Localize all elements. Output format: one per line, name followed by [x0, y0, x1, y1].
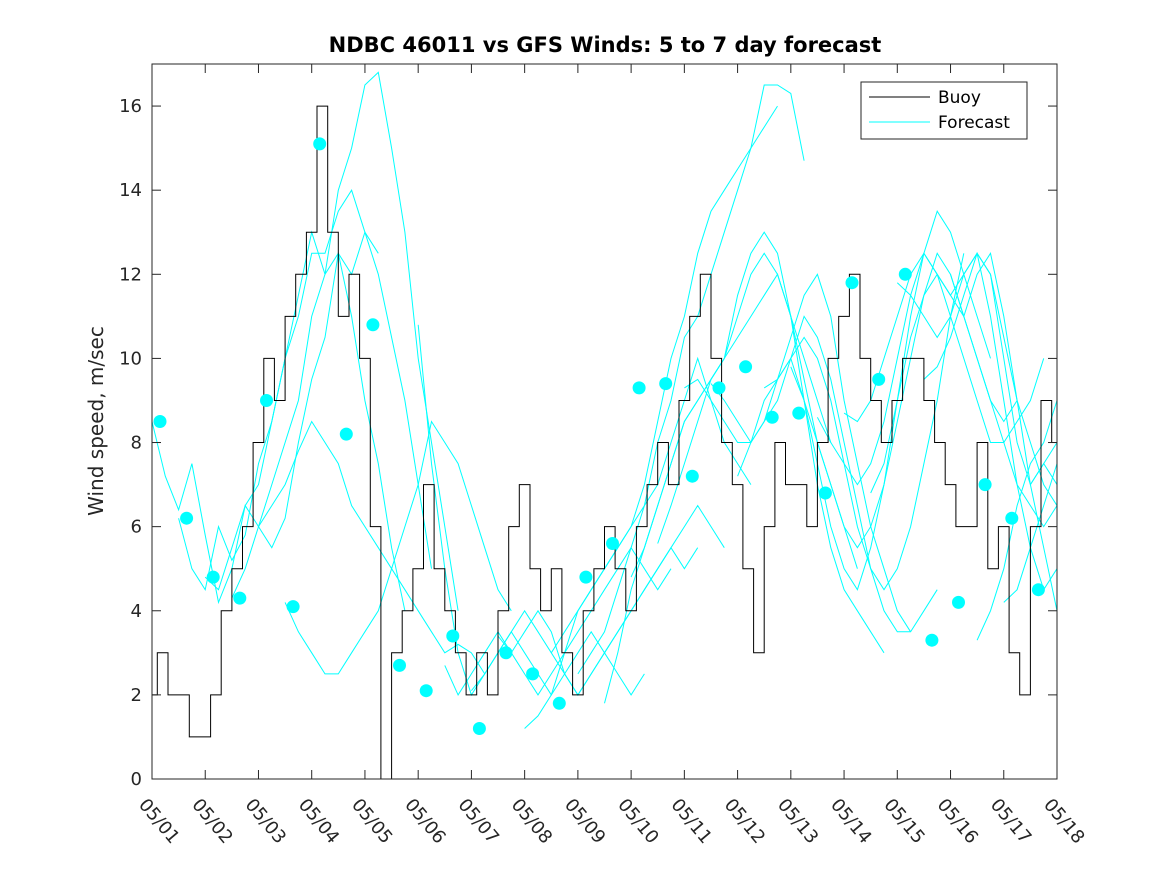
forecast-marker-18 [632, 381, 646, 395]
forecast-line-1 [178, 230, 406, 611]
forecast-marker-9 [393, 658, 406, 672]
y-axis: 0 2 4 6 8 10 12 14 16 [119, 96, 1057, 790]
forecast-marker-26 [845, 276, 859, 290]
forecast-line-2 [204, 189, 432, 591]
forecast-marker-28 [898, 267, 912, 281]
y-tick-label-0: 0 [131, 769, 142, 790]
legend: Buoy Forecast [860, 81, 1028, 140]
forecast-marker-30 [952, 595, 965, 609]
forecast-marker-16 [579, 570, 593, 584]
y-tick-label-3: 6 [131, 517, 142, 538]
forecast-marker-19 [659, 377, 673, 391]
forecast-marker-5 [286, 600, 300, 614]
forecast-marker-31 [978, 478, 992, 492]
plot-area [151, 63, 1058, 780]
forecast-line-24 [896, 251, 1057, 591]
forecast-line-0 [152, 231, 379, 605]
plot-background [152, 64, 1057, 779]
y-tick-label-2: 4 [131, 601, 142, 622]
forecast-marker-14 [526, 667, 540, 681]
legend-box [860, 81, 1028, 140]
forecast-marker-7 [339, 427, 353, 441]
forecast-line-12 [577, 84, 805, 675]
forecast-marker-15 [552, 696, 566, 710]
y-tick-label-5: 10 [119, 348, 142, 369]
forecast-marker-17 [606, 537, 619, 550]
forecast-marker-33 [1031, 583, 1045, 597]
forecast-marker-22 [739, 360, 753, 374]
legend-forecast-label: Forecast [938, 113, 1010, 133]
forecast-line-17 [710, 315, 938, 633]
forecast-line-18 [737, 253, 965, 591]
forecast-line-25 [923, 252, 1057, 507]
forecast-marker-6 [313, 137, 327, 151]
forecast-marker-13 [499, 646, 513, 660]
forecast-marker-23 [765, 410, 779, 424]
forecast-marker-25 [818, 486, 832, 500]
forecast-marker-24 [792, 406, 806, 420]
axes-frame [151, 63, 1058, 780]
forecast-line-26 [950, 274, 1057, 528]
y-tick-label-4: 8 [131, 433, 142, 454]
forecast-marker-32 [1005, 511, 1019, 525]
forecast-line-4 [258, 420, 486, 675]
forecast-line-9 [497, 504, 725, 696]
forecast-marker-27 [872, 372, 886, 386]
forecast-marker-10 [419, 684, 433, 698]
buoy-line [152, 105, 1057, 779]
forecast-line-19 [763, 210, 991, 591]
forecast-marker-21 [712, 381, 726, 395]
forecast-marker-11 [446, 629, 460, 643]
forecast-line-10 [524, 356, 752, 729]
forecast-marker-2 [206, 570, 220, 584]
forecast-marker-1 [180, 511, 194, 525]
chart-title: NDBC 46011 vs GFS Winds: 5 to 7 day fore… [329, 33, 882, 57]
forecast-line-3 [231, 71, 459, 611]
forecast-marker-29 [925, 633, 939, 647]
legend-buoy-label: Buoy [938, 88, 981, 108]
forecast-marker-8 [366, 318, 380, 332]
forecast-marker-3 [233, 591, 247, 605]
y-tick-label-8: 16 [119, 96, 142, 117]
forecast-line-5 [284, 420, 512, 675]
forecast-line-15 [657, 231, 885, 654]
y-tick-label-7: 14 [119, 180, 142, 201]
forecast-marker-0 [153, 415, 167, 428]
forecast-marker-20 [685, 469, 699, 483]
forecast-marker-12 [472, 722, 486, 735]
y-axis-label: Wind speed, m/sec [84, 326, 108, 516]
y-tick-label-6: 12 [119, 264, 142, 285]
y-tick-label-1: 2 [131, 685, 142, 706]
forecast-marker-4 [260, 394, 273, 407]
series-group [152, 71, 1057, 779]
